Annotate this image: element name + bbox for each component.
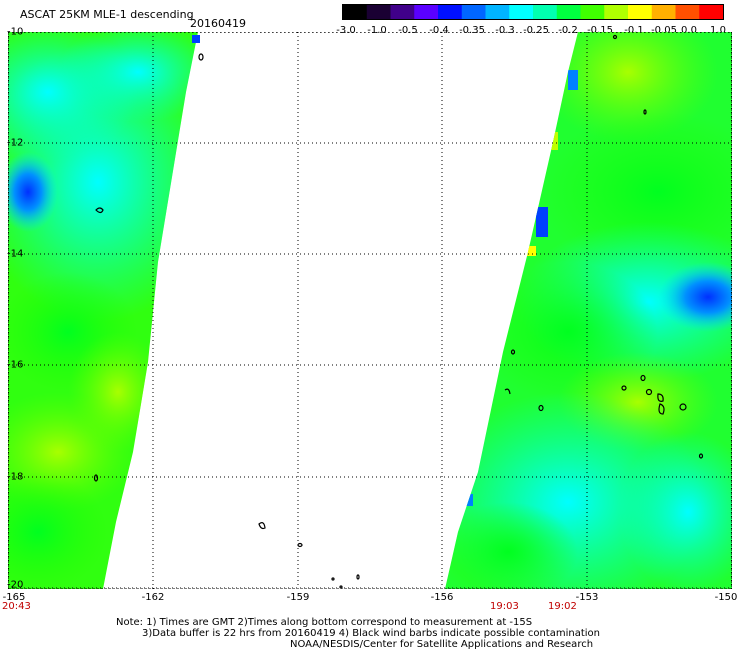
colorbar-label: -1.0: [367, 25, 387, 36]
colorbar-segment: [556, 5, 582, 19]
note-line: Note: 1) Times are GMT 2)Times along bot…: [116, 617, 533, 628]
colorbar-segment: [628, 5, 653, 19]
colorbar-label: -0.4: [429, 25, 449, 36]
colorbar-label: -0.1: [624, 25, 644, 36]
colorbar-segment: [461, 5, 487, 19]
colorbar-label: -0.25: [523, 25, 549, 36]
lat-label: -12: [7, 137, 24, 149]
time-label: 20:43: [2, 601, 31, 612]
swath-map: [8, 32, 732, 589]
swath-edge-pixel: [192, 35, 200, 43]
note-line: NOAA/NESDIS/Center for Satellite Applica…: [290, 639, 594, 650]
lon-label: -150: [714, 592, 738, 603]
lat-label: -20: [7, 579, 24, 591]
time-label: 19:03: [490, 601, 519, 612]
colorbar-segment: [366, 5, 392, 19]
map-date: 20160419: [190, 17, 246, 30]
colorbar-segment: [533, 5, 558, 19]
colorbar-label: -0.3: [495, 25, 515, 36]
colorbar-segment: [343, 5, 368, 19]
colorbar-label: -0.5: [398, 25, 418, 36]
colorbar-segment: [604, 5, 629, 19]
colorbar-label: -0.05: [651, 25, 677, 36]
coastlines: [93, 34, 704, 589]
graticule: [8, 32, 732, 589]
colorbar-segment: [485, 5, 510, 19]
lat-label: -10: [7, 26, 24, 38]
colorbar-segment: [675, 5, 700, 19]
lon-label: -156: [430, 592, 454, 603]
note-line: 3)Data buffer is 22 hrs from 20160419 4)…: [142, 628, 600, 639]
colorbar-label: 0.0: [681, 25, 697, 36]
lat-label: -18: [7, 471, 24, 483]
colorbar-segment: [580, 5, 605, 19]
colorbar-segment: [699, 5, 723, 19]
lat-label: -16: [7, 359, 24, 371]
time-label: 19:02: [548, 601, 577, 612]
color-scale-bar: [342, 4, 724, 20]
right-swath: [445, 32, 732, 589]
colorbar-segment: [390, 5, 415, 19]
map-title: ASCAT 25KM MLE-1 descending: [20, 8, 194, 21]
lon-label: -153: [575, 592, 599, 603]
lat-label: -14: [7, 248, 24, 260]
colorbar-label: -0.15: [587, 25, 613, 36]
colorbar-segment: [509, 5, 534, 19]
colorbar-segment: [651, 5, 677, 19]
lon-label: -165: [2, 592, 26, 603]
colorbar-label: 1.0: [710, 25, 726, 36]
left-swath: [8, 32, 198, 589]
colorbar-label: -0.2: [558, 25, 578, 36]
colorbar-label: -3.0: [336, 25, 356, 36]
colorbar-segment: [414, 5, 439, 19]
colorbar-label: -0.35: [459, 25, 485, 36]
lon-label: -159: [286, 592, 310, 603]
lon-label: -162: [141, 592, 165, 603]
colorbar-segment: [438, 5, 463, 19]
